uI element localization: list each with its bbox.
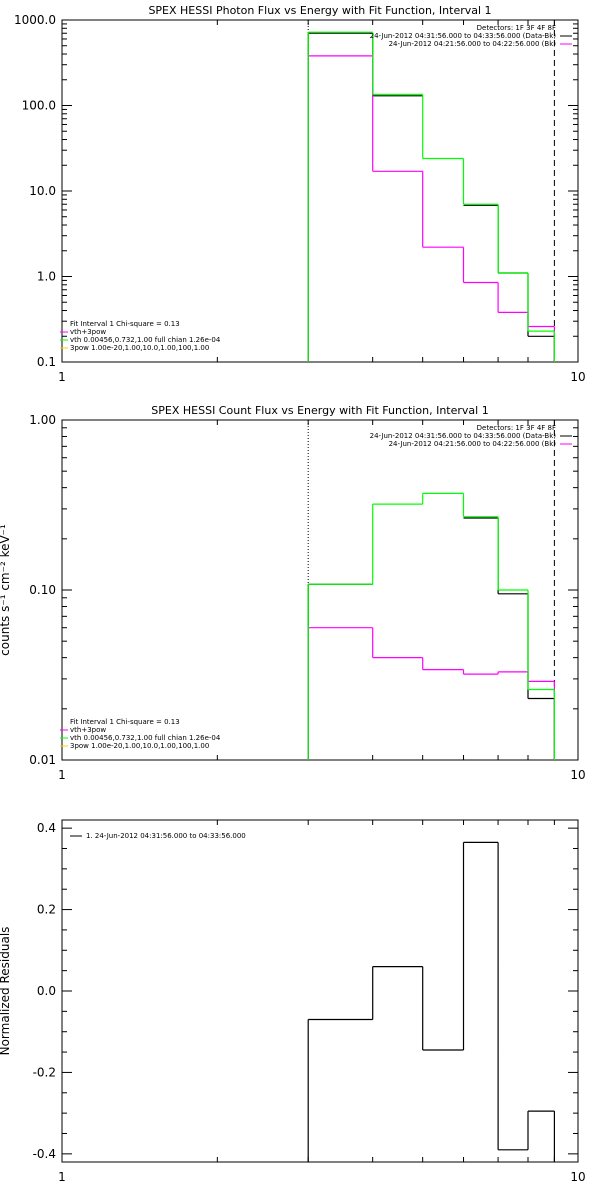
- x-tick-label: 10: [570, 370, 585, 384]
- legend-entry: Detectors: 1F 3F 4F 8F: [477, 24, 556, 32]
- plot-frame: [61, 819, 579, 1163]
- chart-panel-1: SPEX HESSI Photon Flux vs Energy with Fi…: [14, 4, 586, 384]
- y-tick-label: 0.01: [29, 753, 56, 767]
- y-tick-label: 0.1: [37, 355, 56, 369]
- legend-entry: vth 0.00456,0.732,1.00 full chian 1.26e-…: [70, 336, 221, 344]
- legend-entry: 24-Jun-2012 04:21:56.000 to 04:22:56.000…: [389, 40, 557, 48]
- legend-entry: Fit Interval 1 Chi-square = 0.13: [70, 718, 180, 726]
- chart-panel-3: Normalized Residuals 1 10 -0.4 -0.2 0.0 0.2 0.4…: [0, 819, 586, 1184]
- plot-frame: [61, 19, 579, 363]
- series-3-histogram: [307, 492, 555, 760]
- x-tick-label: 1: [58, 1170, 66, 1184]
- legend-entry: Fit Interval 1 Chi-square = 0.13: [70, 320, 180, 328]
- series-2-histogram: [307, 55, 555, 362]
- x-tick-label: 10: [570, 1170, 585, 1184]
- legend-entry: vth+3pow: [70, 726, 106, 734]
- y-tick-label: 10.0: [29, 184, 56, 198]
- legend-entry: 24-Jun-2012 04:31:56.000 to 04:33:56.000…: [370, 432, 557, 440]
- x-tick-label: 1: [58, 370, 66, 384]
- y-tick-label: 1000.0: [14, 13, 56, 27]
- y-tick-label: 1.00: [29, 413, 56, 427]
- legend-entry: 3pow 1.00e-20,1.00,10.0,1.00,100,1.00: [70, 742, 209, 750]
- y-tick-label: 1.0: [37, 270, 56, 284]
- legend-entry: 24-Jun-2012 04:21:56.000 to 04:22:56.000…: [389, 440, 557, 448]
- legend-entry: 1. 24-Jun-2012 04:31:56.000 to 04:33:56.…: [86, 832, 246, 840]
- chart-title: SPEX HESSI Photon Flux vs Energy with Fi…: [148, 4, 491, 17]
- chart-title: SPEX HESSI Count Flux vs Energy with Fit…: [151, 404, 488, 417]
- legend-entry: Detectors: 1F 3F 4F 8F: [477, 424, 556, 432]
- series-1-histogram: [307, 841, 555, 1162]
- y-tick-label: -0.2: [33, 1065, 56, 1079]
- x-tick-label: 1: [58, 768, 66, 782]
- legend-entry: vth+3pow: [70, 328, 106, 336]
- y-tick-label: 0.10: [29, 583, 56, 597]
- legend-entry: vth 0.00456,0.732,1.00 full chian 1.26e-…: [70, 734, 221, 742]
- series-3-histogram: [307, 31, 555, 362]
- chart-panel-2: SPEX HESSI Count Flux vs Energy with Fit…: [0, 404, 586, 782]
- y-tick-label: -0.4: [33, 1147, 56, 1161]
- legend-entry: 24-Jun-2012 04:31:56.000 to 04:33:56.000…: [370, 32, 557, 40]
- x-tick-label: 10: [570, 768, 585, 782]
- legend-entry: 3pow 1.00e-20,1.00,10.0,1.00,100,1.00: [70, 344, 209, 352]
- y-tick-label: 0.0: [37, 984, 56, 998]
- y-tick-label: 100.0: [22, 99, 56, 113]
- series-1-histogram: [307, 517, 555, 760]
- y-tick-label: 0.4: [37, 821, 56, 835]
- y-axis-label: Normalized Residuals: [0, 927, 12, 1056]
- y-tick-label: 0.2: [37, 903, 56, 917]
- y-axis-label: counts s⁻¹ cm⁻² keV⁻¹: [0, 524, 12, 656]
- series-2-histogram: [307, 627, 555, 760]
